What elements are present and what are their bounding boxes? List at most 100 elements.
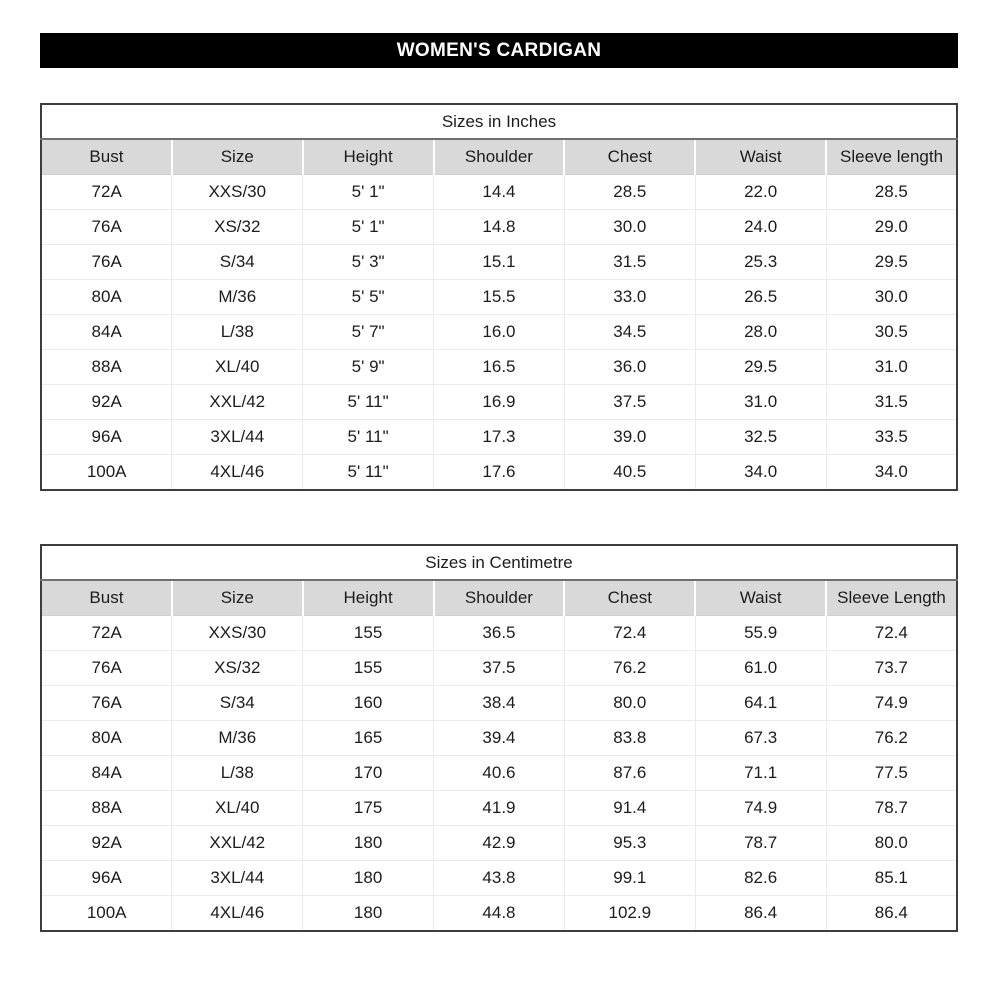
table-cell: 92A (41, 384, 172, 420)
table-cell: 42.9 (433, 825, 565, 861)
table-caption-row: Sizes in Inches (41, 104, 957, 140)
table-cell: XS/32 (171, 209, 303, 245)
table-cell: M/36 (171, 720, 303, 756)
table-cell: 36.5 (433, 615, 565, 651)
table-cell: 33.5 (825, 419, 957, 455)
table-row: 76A S/34 5' 3" 15.1 31.5 25.3 29.5 (41, 244, 957, 280)
table-cell: XXL/42 (171, 384, 303, 420)
table-cell: XXS/30 (171, 174, 303, 210)
table-cell: 28.5 (825, 174, 957, 210)
table-cell: 22.0 (694, 174, 827, 210)
table-cell: 4XL/46 (171, 454, 303, 490)
column-header: Waist (694, 139, 827, 175)
table-cell: 180 (302, 860, 434, 896)
table-row: 72A XXS/30 155 36.5 72.4 55.9 72.4 (41, 615, 957, 651)
column-header: Size (170, 580, 303, 616)
table-cell: L/38 (171, 755, 303, 791)
column-header: Height (301, 139, 434, 175)
table-cell: 83.8 (563, 720, 696, 756)
table-row: 76A XS/32 155 37.5 76.2 61.0 73.7 (41, 650, 957, 686)
table-cell: 170 (302, 755, 434, 791)
table-cell: 64.1 (694, 685, 827, 721)
table-cell: 61.0 (694, 650, 827, 686)
sizes-in-inches: Sizes in Inches Bust Size Height Shoulder Che… (40, 103, 958, 491)
column-header: Height (301, 580, 434, 616)
table-caption: Sizes in Inches (41, 104, 957, 140)
table-cell: 3XL/44 (171, 419, 303, 455)
table-cell: 26.5 (694, 279, 827, 315)
table-cell: 95.3 (563, 825, 696, 861)
sizes-in-inches-table: Sizes in Inches Bust Size Height Shoulder Che… (40, 103, 958, 491)
table-cell: 34.0 (825, 454, 957, 490)
table-row: 96A 3XL/44 5' 11" 17.3 39.0 32.5 33.5 (41, 419, 957, 455)
table-cell: 16.9 (433, 384, 565, 420)
table-cell: 34.0 (694, 454, 827, 490)
column-header: Chest (563, 139, 696, 175)
table-row: 100A 4XL/46 5' 11" 17.6 40.5 34.0 34.0 (41, 454, 957, 490)
table-cell: 5' 11" (302, 419, 434, 455)
table-cell: 155 (302, 650, 434, 686)
table-cell: 175 (302, 790, 434, 826)
table-cell: 5' 11" (302, 384, 434, 420)
table-cell: 80A (41, 279, 172, 315)
table-header-row: Bust Size Height Shoulder Chest Waist Sleeve L… (41, 580, 957, 616)
table-cell: 30.5 (825, 314, 957, 350)
table-cell: 155 (302, 615, 434, 651)
table-cell: 14.8 (433, 209, 565, 245)
table-cell: 33.0 (563, 279, 696, 315)
table-row: 72A XXS/30 5' 1" 14.4 28.5 22.0 28.5 (41, 174, 957, 210)
table-cell: 31.0 (825, 349, 957, 385)
table-cell: 99.1 (563, 860, 696, 896)
table-cell: 84A (41, 314, 172, 350)
table-cell: 74.9 (694, 790, 827, 826)
table-cell: 39.4 (433, 720, 565, 756)
table-row: 88A XL/40 175 41.9 91.4 74.9 78.7 (41, 790, 957, 826)
table-cell: 29.0 (825, 209, 957, 245)
table-cell: 180 (302, 895, 434, 931)
table-cell: 72A (41, 615, 172, 651)
table-row: 96A 3XL/44 180 43.8 99.1 82.6 85.1 (41, 860, 957, 896)
table-cell: 25.3 (694, 244, 827, 280)
column-header: Chest (563, 580, 696, 616)
table-cell: 76A (41, 650, 172, 686)
table-cell: 86.4 (694, 895, 827, 931)
table-cell: 78.7 (694, 825, 827, 861)
table-cell: 67.3 (694, 720, 827, 756)
table-cell: 15.5 (433, 279, 565, 315)
table-cell: 37.5 (563, 384, 696, 420)
table-cell: 160 (302, 685, 434, 721)
table-cell: 29.5 (694, 349, 827, 385)
table-cell: 77.5 (825, 755, 957, 791)
table-cell: 96A (41, 860, 172, 896)
table-cell: 36.0 (563, 349, 696, 385)
table-cell: 17.6 (433, 454, 565, 490)
table-row: 100A 4XL/46 180 44.8 102.9 86.4 86.4 (41, 895, 957, 931)
column-header: Bust (41, 139, 172, 175)
column-header: Shoulder (432, 139, 565, 175)
table-cell: 39.0 (563, 419, 696, 455)
table-cell: 41.9 (433, 790, 565, 826)
table-cell: 100A (41, 454, 172, 490)
table-cell: 44.8 (433, 895, 565, 931)
column-header: Waist (694, 580, 827, 616)
table-cell: 80A (41, 720, 172, 756)
table-cell: 32.5 (694, 419, 827, 455)
table-cell: 16.0 (433, 314, 565, 350)
table-cell: 3XL/44 (171, 860, 303, 896)
table-cell: 74.9 (825, 685, 957, 721)
page-title: WOMEN'S CARDIGAN (40, 33, 958, 68)
table-row: 92A XXL/42 5' 11" 16.9 37.5 31.0 31.5 (41, 384, 957, 420)
table-row: 84A L/38 5' 7" 16.0 34.5 28.0 30.5 (41, 314, 957, 350)
table-cell: 4XL/46 (171, 895, 303, 931)
table-cell: 30.0 (563, 209, 696, 245)
table-cell: 78.7 (825, 790, 957, 826)
table-cell: 92A (41, 825, 172, 861)
table-row: 76A XS/32 5' 1" 14.8 30.0 24.0 29.0 (41, 209, 957, 245)
table-cell: 16.5 (433, 349, 565, 385)
table-cell: 76.2 (825, 720, 957, 756)
table-cell: 28.0 (694, 314, 827, 350)
table-cell: 40.5 (563, 454, 696, 490)
table-caption-row: Sizes in Centimetre (41, 545, 957, 581)
table-cell: 30.0 (825, 279, 957, 315)
